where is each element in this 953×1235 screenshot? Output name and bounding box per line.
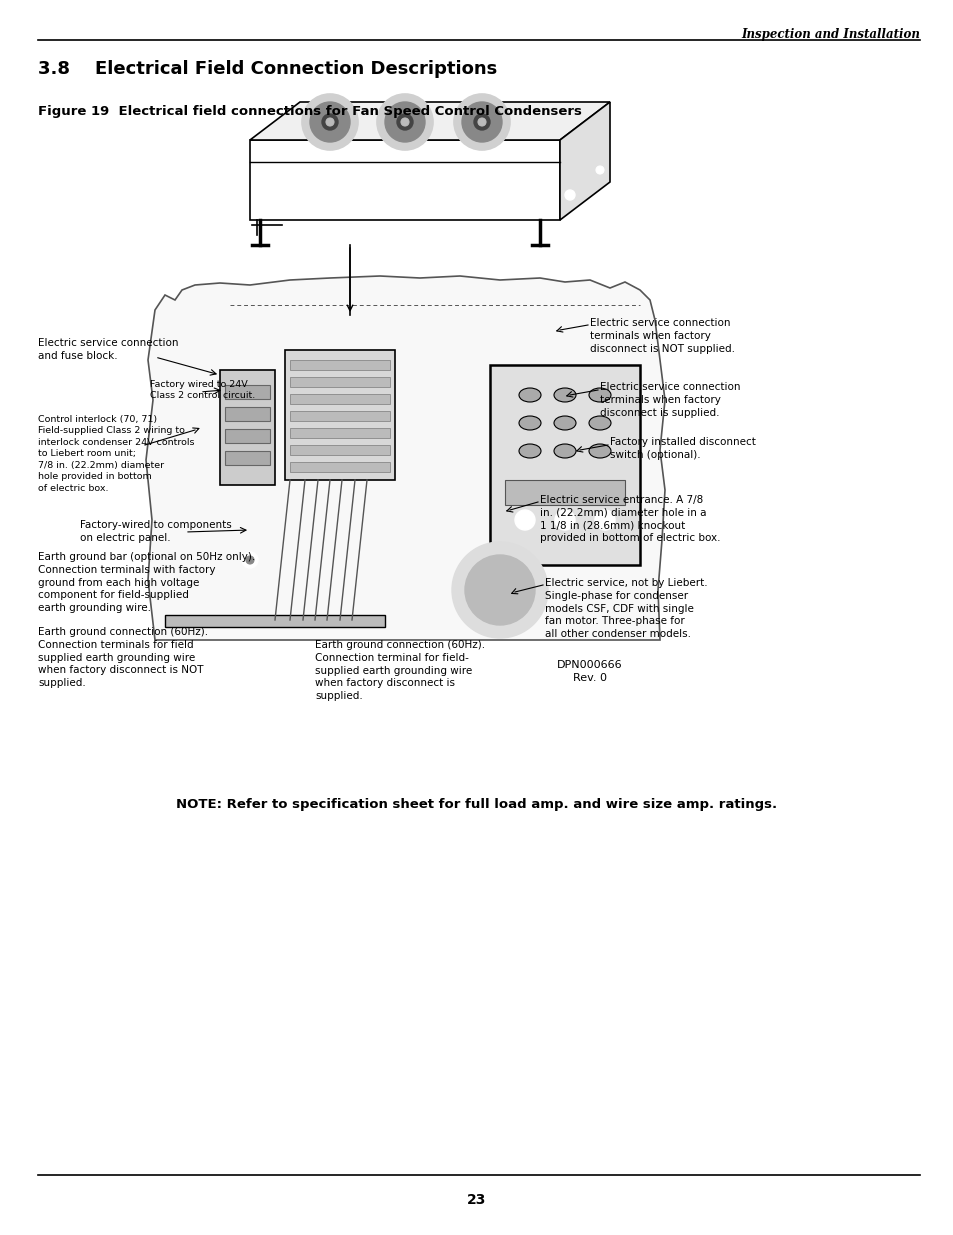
Bar	[290, 377, 390, 387]
Ellipse shape	[518, 416, 540, 430]
Circle shape	[246, 556, 253, 564]
Ellipse shape	[554, 388, 576, 403]
Circle shape	[385, 103, 424, 142]
Circle shape	[555, 510, 575, 530]
Circle shape	[302, 94, 357, 149]
Circle shape	[464, 555, 535, 625]
Text: Factory installed disconnect
switch (optional).: Factory installed disconnect switch (opt…	[609, 437, 755, 459]
Circle shape	[595, 510, 615, 530]
Circle shape	[454, 94, 510, 149]
Circle shape	[461, 103, 501, 142]
Circle shape	[400, 119, 409, 126]
Bar	[225, 385, 270, 399]
Bar	[290, 359, 390, 370]
Ellipse shape	[518, 445, 540, 458]
Ellipse shape	[554, 416, 576, 430]
Bar	[225, 408, 270, 421]
Bar	[290, 429, 390, 438]
Polygon shape	[250, 103, 609, 140]
Ellipse shape	[588, 388, 610, 403]
Text: Earth ground connection (60Hz).
Connection terminals for field
supplied earth gr: Earth ground connection (60Hz). Connecti…	[38, 627, 208, 688]
Circle shape	[452, 542, 547, 638]
Bar	[225, 451, 270, 466]
Text: 3.8    Electrical Field Connection Descriptions: 3.8 Electrical Field Connection Descript…	[38, 61, 497, 78]
Circle shape	[376, 94, 433, 149]
Text: Earth ground connection (60Hz).
Connection terminal for field-
supplied earth gr: Earth ground connection (60Hz). Connecti…	[314, 640, 485, 701]
Circle shape	[477, 119, 485, 126]
Ellipse shape	[588, 416, 610, 430]
Circle shape	[596, 165, 603, 174]
Text: Electric service entrance. A 7/8
in. (22.2mm) diameter hole in a
1 1/8 in (28.6m: Electric service entrance. A 7/8 in. (22…	[539, 495, 720, 543]
Polygon shape	[559, 103, 609, 220]
Polygon shape	[146, 275, 664, 640]
Bar	[285, 350, 395, 480]
Ellipse shape	[588, 445, 610, 458]
Bar	[250, 140, 559, 220]
Circle shape	[439, 530, 559, 650]
Circle shape	[322, 114, 337, 130]
Text: Electric service connection
and fuse block.: Electric service connection and fuse blo…	[38, 338, 178, 361]
Ellipse shape	[554, 445, 576, 458]
Text: Inspection and Installation: Inspection and Installation	[740, 28, 919, 41]
Bar	[290, 445, 390, 454]
Bar	[290, 462, 390, 472]
Circle shape	[396, 114, 413, 130]
Text: Control interlock (70, 71)
Field-supplied Class 2 wiring to
interlock condenser : Control interlock (70, 71) Field-supplie…	[38, 415, 194, 493]
Circle shape	[310, 103, 350, 142]
Text: Electric service connection
terminals when factory
disconnect is NOT supplied.: Electric service connection terminals wh…	[589, 317, 734, 353]
Circle shape	[242, 552, 257, 568]
Bar	[290, 411, 390, 421]
Bar	[225, 429, 270, 443]
Circle shape	[564, 190, 575, 200]
Text: Figure 19  Electrical field connections for Fan Speed Control Condensers: Figure 19 Electrical field connections f…	[38, 105, 581, 119]
Text: Factory wired to 24V
Class 2 control circuit.: Factory wired to 24V Class 2 control cir…	[150, 380, 255, 400]
Text: Factory-wired to components
on electric panel.: Factory-wired to components on electric …	[80, 520, 232, 543]
Circle shape	[474, 114, 490, 130]
Text: Electric service connection
terminals when factory
disconnect is supplied.: Electric service connection terminals wh…	[599, 382, 740, 417]
Text: DPN000666
Rev. 0: DPN000666 Rev. 0	[557, 659, 622, 683]
Circle shape	[326, 119, 334, 126]
Bar	[490, 366, 639, 564]
Text: Earth ground bar (optional on 50Hz only).
Connection terminals with factory
grou: Earth ground bar (optional on 50Hz only)…	[38, 552, 255, 614]
Bar	[165, 615, 385, 627]
Ellipse shape	[518, 388, 540, 403]
Bar	[290, 394, 390, 404]
Bar	[220, 370, 274, 485]
Text: NOTE: Refer to specification sheet for full load amp. and wire size amp. ratings: NOTE: Refer to specification sheet for f…	[176, 798, 777, 811]
Text: 23: 23	[467, 1193, 486, 1207]
Bar	[504, 480, 624, 505]
Circle shape	[515, 510, 535, 530]
Text: Electric service, not by Liebert.
Single-phase for condenser
models CSF, CDF wit: Electric service, not by Liebert. Single…	[544, 578, 707, 640]
